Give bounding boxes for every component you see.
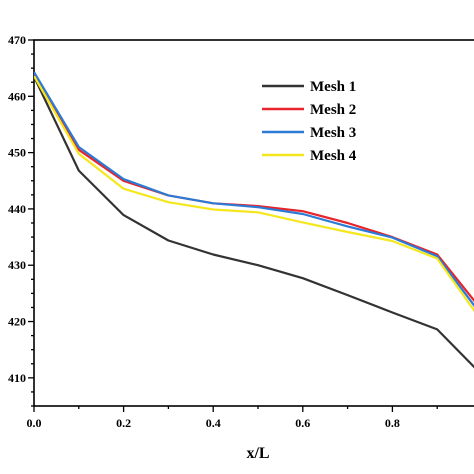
x-tick-label: 0.6 xyxy=(295,416,310,430)
x-tick-label: 0.8 xyxy=(385,416,400,430)
y-tick-label: 460 xyxy=(8,89,26,103)
y-axis: 410 420 430 440 450 460 470 xyxy=(8,33,34,407)
x-axis-label: x/L xyxy=(246,445,269,462)
series-lines xyxy=(34,71,474,369)
legend-label-mesh-1: Mesh 1 xyxy=(310,79,356,95)
y-tick-label: 420 xyxy=(8,315,26,329)
legend-label-mesh-2: Mesh 2 xyxy=(310,102,356,118)
series-line-mesh-3 xyxy=(34,71,474,308)
y-tick-label: 440 xyxy=(8,202,26,216)
y-tick-label: 450 xyxy=(8,146,26,160)
legend-label-mesh-4: Mesh 4 xyxy=(310,148,357,164)
x-tick-label: 0.4 xyxy=(206,416,221,430)
legend: Mesh 1 Mesh 2 Mesh 3 Mesh 4 xyxy=(262,79,357,164)
y-tick-label: 410 xyxy=(8,371,26,385)
x-axis: 0.0 0.2 0.4 0.6 0.8 xyxy=(27,406,438,430)
x-tick-label: 0.0 xyxy=(27,416,42,430)
series-line-mesh-4 xyxy=(34,75,474,313)
plot-frame xyxy=(33,39,474,407)
y-tick-label: 470 xyxy=(8,33,26,47)
series-line-mesh-1 xyxy=(34,76,474,369)
legend-label-mesh-3: Mesh 3 xyxy=(310,125,356,141)
y-tick-label: 430 xyxy=(8,258,26,272)
x-tick-label: 0.2 xyxy=(116,416,131,430)
